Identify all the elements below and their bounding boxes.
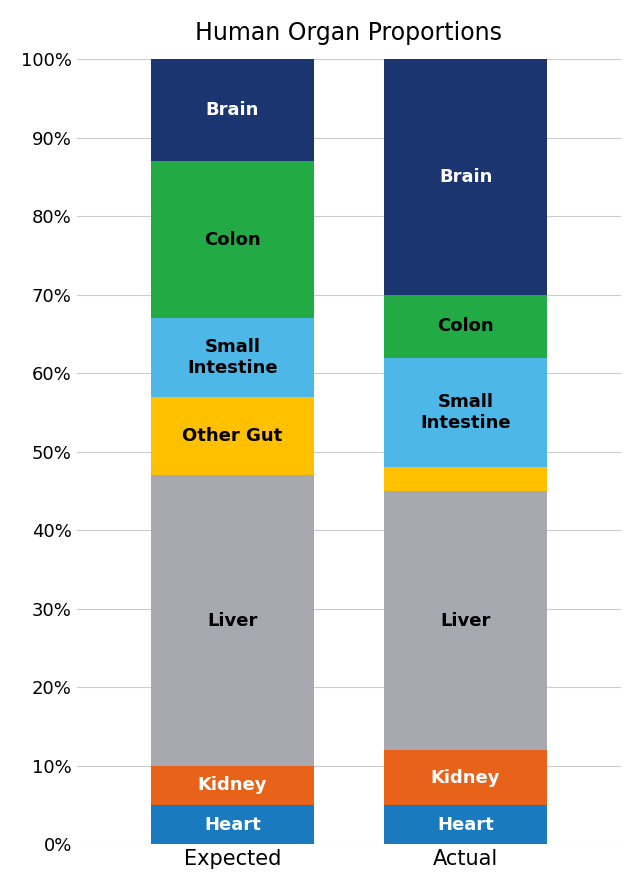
Bar <box>151 805 314 845</box>
Bar <box>151 765 314 805</box>
Text: Small
Intestine: Small Intestine <box>187 338 277 377</box>
Title: Human Organ Proportions: Human Organ Proportions <box>195 20 503 44</box>
Bar <box>384 295 547 358</box>
Bar <box>151 475 314 765</box>
Text: Small
Intestine: Small Intestine <box>421 393 511 432</box>
Bar <box>384 358 547 467</box>
Text: Other Gut: Other Gut <box>182 427 282 445</box>
Bar <box>384 750 547 805</box>
Bar <box>384 805 547 845</box>
Bar <box>151 397 314 475</box>
Text: Brain: Brain <box>205 101 259 119</box>
Text: Heart: Heart <box>204 815 261 834</box>
Bar <box>384 467 547 491</box>
Bar <box>151 161 314 319</box>
Text: Kidney: Kidney <box>198 776 267 795</box>
Text: Kidney: Kidney <box>431 769 500 787</box>
Bar <box>384 60 547 295</box>
Text: Liver: Liver <box>207 611 257 629</box>
Text: Heart: Heart <box>437 815 494 834</box>
Bar <box>384 491 547 750</box>
Text: Liver: Liver <box>440 611 490 629</box>
Bar <box>151 319 314 397</box>
Text: Brain: Brain <box>439 168 492 186</box>
Bar <box>151 60 314 161</box>
Text: Colon: Colon <box>204 231 261 249</box>
Text: Colon: Colon <box>437 317 494 336</box>
